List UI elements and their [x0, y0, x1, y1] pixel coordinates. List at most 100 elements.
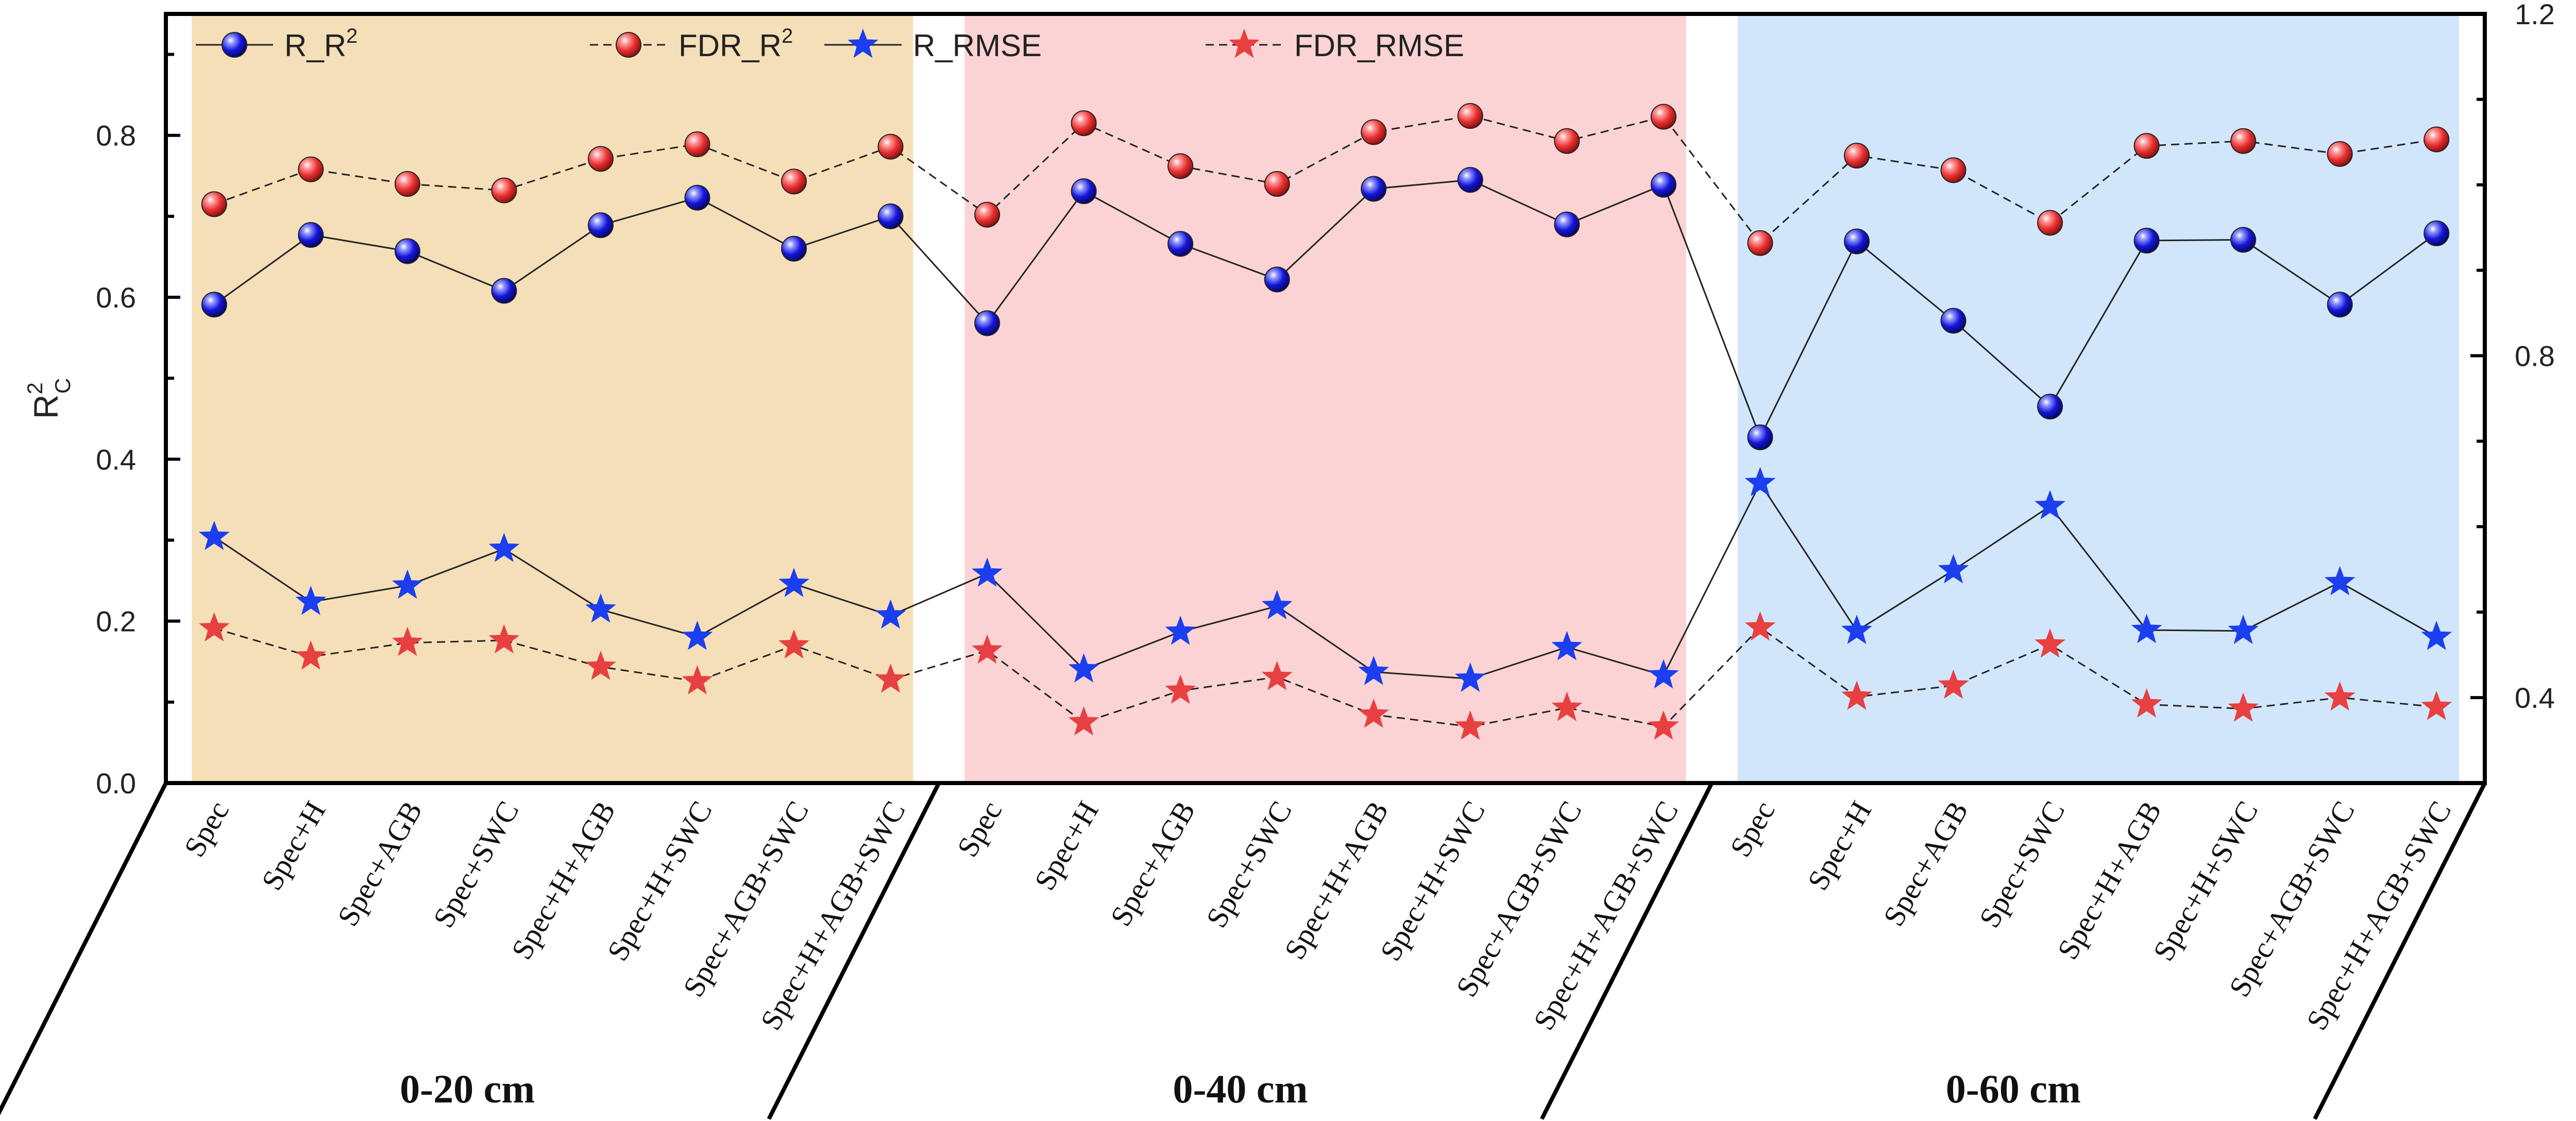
group-label-0: 0-20 cm [400, 1066, 535, 1111]
point-1-4 [587, 146, 614, 172]
point-3-6 [778, 629, 809, 659]
x-tick-label: Spec+H+SWC [601, 795, 719, 966]
point-0-3 [491, 278, 517, 304]
x-tick-label: Spec+H [1801, 795, 1878, 896]
x-tick-label: Spec+H+SWC [1374, 795, 1492, 966]
point-0-14 [1554, 211, 1580, 237]
legend-marker-1 [616, 32, 641, 58]
point-1-0 [201, 191, 227, 217]
point-3-0 [198, 612, 230, 642]
point-1-16 [1747, 230, 1773, 256]
group-band-2 [1737, 15, 2459, 782]
point-1-21 [2230, 128, 2257, 154]
point-1-2 [394, 171, 420, 197]
point-0-6 [781, 235, 807, 262]
point-2-15 [1648, 659, 1679, 689]
point-3-12 [1358, 698, 1389, 728]
point-3-8 [972, 634, 1003, 664]
point-3-20 [2131, 688, 2162, 718]
x-axis-labels: Spec Spec+HSpec+AGBSpec+SWCSpec+H+AGBSpec… [0, 782, 2487, 1120]
point-2-8 [972, 557, 1003, 587]
point-1-19 [2037, 210, 2063, 236]
point-3-4 [585, 650, 616, 680]
point-2-13 [1454, 663, 1486, 692]
point-0-22 [2327, 292, 2353, 318]
legend-marker-0 [222, 32, 247, 58]
point-2-10 [1165, 615, 1196, 645]
point-3-1 [295, 640, 327, 670]
point-1-11 [1264, 171, 1290, 197]
point-1-5 [684, 131, 710, 158]
point-0-13 [1457, 167, 1483, 193]
point-2-17 [1841, 615, 1872, 644]
point-0-23 [2424, 220, 2450, 246]
x-tick-label: Spec+H+AGB [505, 795, 622, 965]
point-1-8 [974, 201, 1001, 228]
legend-marker-2 [848, 28, 878, 58]
series-layer [198, 103, 2452, 740]
x-tick-label: Spec+AGB [1104, 795, 1201, 932]
point-2-19 [2035, 490, 2065, 519]
point-1-10 [1167, 153, 1194, 179]
y-left-tick-label: 0.2 [96, 605, 136, 638]
y-left-tick-label: 0.0 [96, 767, 136, 800]
series-line-3 [214, 626, 2437, 728]
point-0-8 [974, 310, 1001, 336]
y-left-tick-label: 0.4 [96, 443, 136, 475]
point-3-7 [875, 663, 906, 693]
point-2-11 [1261, 590, 1293, 620]
point-0-21 [2230, 227, 2257, 253]
x-separator-0 [0, 782, 168, 1116]
axes: 0.00.20.40.60.80.40.81.2R2CRMSEC(dS m-1) [23, 0, 2555, 800]
point-0-10 [1167, 231, 1194, 257]
point-2-1 [295, 585, 327, 615]
point-2-5 [682, 620, 713, 650]
point-2-12 [1358, 655, 1389, 685]
point-0-15 [1650, 172, 1676, 198]
y-left-title: R2 C [23, 378, 75, 419]
point-3-13 [1454, 710, 1486, 740]
legend: R_R2 FDR_R2 R_RMSE FDR_RMSE [196, 25, 1464, 63]
point-1-13 [1457, 103, 1483, 129]
x-tick-label: Spec+H+AGB [1278, 795, 1395, 965]
point-2-14 [1551, 631, 1583, 660]
point-3-3 [488, 624, 520, 654]
x-tick-label: Spec+SWC [1972, 795, 2071, 933]
point-1-3 [491, 177, 517, 203]
point-2-9 [1068, 653, 1099, 683]
y-right-tick-label: 0.8 [2515, 340, 2555, 372]
point-3-22 [2324, 681, 2355, 711]
point-2-7 [875, 599, 906, 629]
point-0-0 [201, 292, 227, 318]
x-separator-2 [1540, 782, 1714, 1120]
point-3-9 [1068, 706, 1099, 736]
point-0-16 [1747, 424, 1773, 450]
point-0-4 [587, 212, 614, 239]
legend-label-2: R_RMSE [913, 28, 1042, 63]
point-2-21 [2228, 615, 2259, 644]
point-3-15 [1648, 710, 1679, 740]
point-0-19 [2037, 394, 2063, 420]
x-tick-label: Spec+SWC [1199, 795, 1298, 933]
point-1-22 [2327, 141, 2353, 167]
series-line-2 [213, 481, 2437, 680]
x-tick-label: Spec [951, 795, 1009, 862]
point-1-18 [1940, 157, 1967, 183]
point-1-7 [877, 133, 904, 160]
point-3-10 [1165, 674, 1196, 704]
x-tick-label: Spec+H+AGB [2050, 795, 2168, 965]
legend-label-3: FDR_RMSE [1294, 28, 1464, 63]
point-0-7 [877, 203, 904, 229]
x-separator-3 [2313, 782, 2487, 1120]
point-1-15 [1650, 104, 1676, 130]
point-2-23 [2421, 620, 2452, 650]
point-0-20 [2133, 228, 2160, 254]
point-0-5 [684, 184, 710, 211]
point-1-23 [2424, 126, 2450, 152]
x-tick-label: Spec+H [255, 795, 332, 896]
point-2-2 [392, 569, 423, 599]
group-label-2: 0-60 cm [1946, 1066, 2081, 1111]
group-label-1: 0-40 cm [1173, 1066, 1308, 1111]
point-0-11 [1264, 266, 1290, 293]
